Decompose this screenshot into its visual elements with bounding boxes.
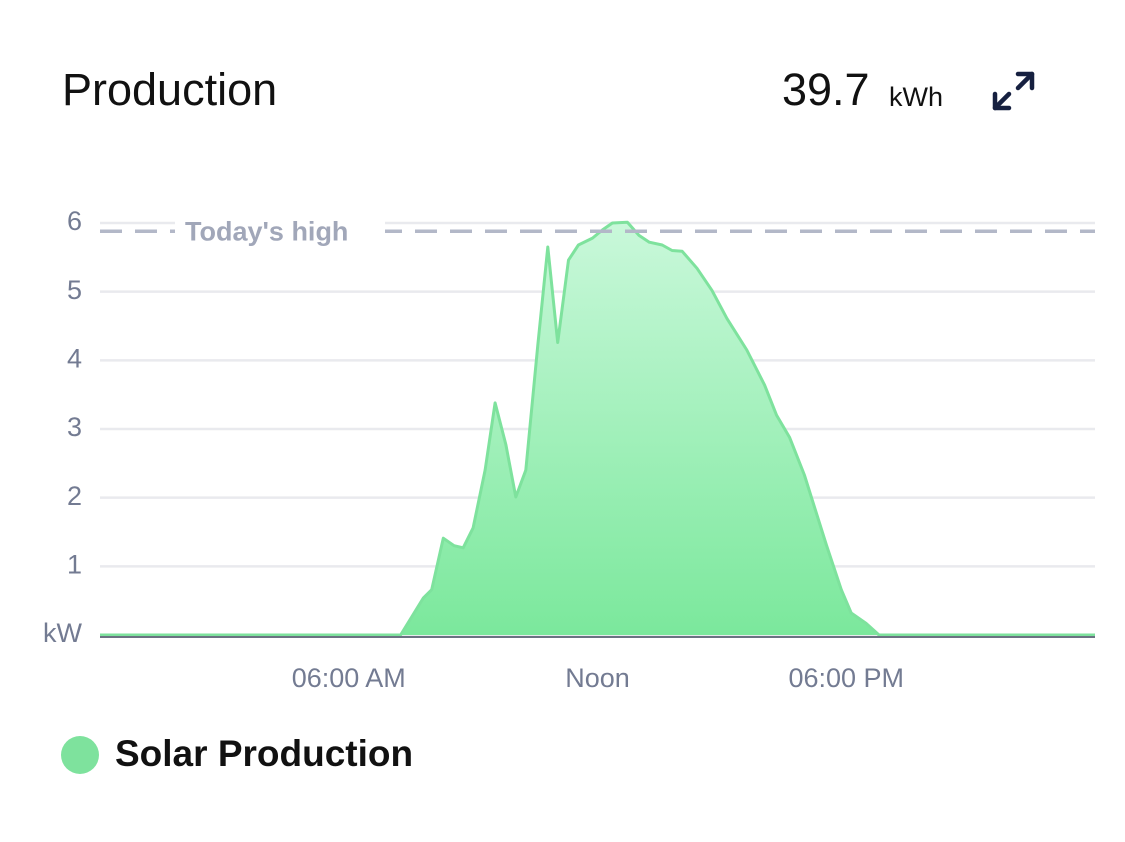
expand-arrow-head bbox=[992, 91, 1012, 111]
expand-hitbox[interactable] bbox=[984, 64, 1042, 118]
x-tick-label: 06:00 AM bbox=[292, 663, 406, 693]
total-value: 39.7 bbox=[782, 64, 870, 115]
y-tick-label: 1 bbox=[67, 549, 82, 579]
card-title: Production bbox=[62, 64, 277, 115]
expand-arrow bbox=[1015, 71, 1035, 91]
expand-arrow bbox=[992, 91, 1012, 111]
plot: kW 1 2 3 4 5 6 06:00 AM Noon 06:00 PM Today's high bbox=[43, 206, 1095, 693]
area bbox=[100, 222, 1095, 636]
x-tick-label: 06:00 PM bbox=[788, 663, 904, 693]
high-label: Today's high bbox=[185, 216, 348, 246]
total-unit: kWh bbox=[889, 82, 943, 112]
y-tick-label: 2 bbox=[67, 481, 82, 511]
high-label-bg bbox=[175, 213, 385, 250]
y-tick-label: kW bbox=[43, 618, 83, 648]
legend-swatch bbox=[61, 736, 99, 774]
area-line bbox=[100, 220, 1095, 637]
expand-button[interactable] bbox=[984, 64, 1042, 118]
x-tick-label: Noon bbox=[565, 663, 630, 693]
legend-label: Solar Production bbox=[115, 733, 413, 774]
y-tick-label: 3 bbox=[67, 412, 82, 442]
y-tick-label: 4 bbox=[67, 343, 82, 373]
expand-arrow-head bbox=[1015, 71, 1035, 91]
y-tick-label: 5 bbox=[67, 275, 82, 305]
y-tick-label: 6 bbox=[67, 206, 82, 236]
